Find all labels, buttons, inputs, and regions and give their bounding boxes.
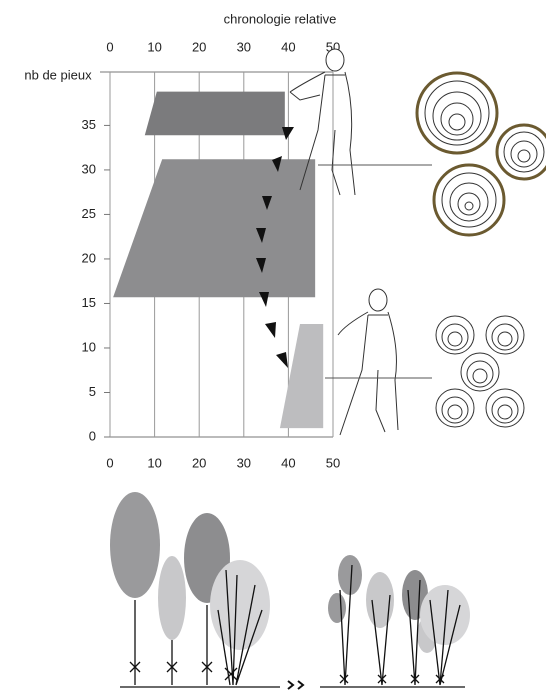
y-tick-label: 0 xyxy=(89,428,96,443)
area-shape xyxy=(279,323,324,429)
tree-rings xyxy=(415,71,546,428)
x-tick-label: 20 xyxy=(192,455,206,470)
x-tick-label: 0 xyxy=(106,455,113,470)
x-tick-label: 30 xyxy=(237,39,251,54)
y-tick-label: 30 xyxy=(82,161,96,176)
area-shape xyxy=(144,91,285,136)
area-shape xyxy=(113,159,316,298)
figures xyxy=(289,48,432,436)
x-tick-label: 10 xyxy=(147,39,161,54)
y-tick-label: 15 xyxy=(82,295,96,310)
x-tick-label: 20 xyxy=(192,39,206,54)
x-tick-label: 40 xyxy=(281,39,295,54)
y-tick-label: 10 xyxy=(82,339,96,354)
y-tick-label: 20 xyxy=(82,250,96,265)
x-axis-title: chronologie relative xyxy=(224,11,337,26)
x-tick-label: 0 xyxy=(106,39,113,54)
x-tick-label: 10 xyxy=(147,455,161,470)
x-tick-label: 40 xyxy=(281,455,295,470)
x-tick-label: 30 xyxy=(237,455,251,470)
y-tick-label: 25 xyxy=(82,206,96,221)
y-tick-label: 5 xyxy=(89,384,96,399)
forest xyxy=(110,492,470,690)
y-tick-label: 35 xyxy=(82,117,96,132)
x-tick-label: 50 xyxy=(326,455,340,470)
y-axis-title: nb de pieux xyxy=(24,67,92,82)
arrows xyxy=(256,127,294,368)
